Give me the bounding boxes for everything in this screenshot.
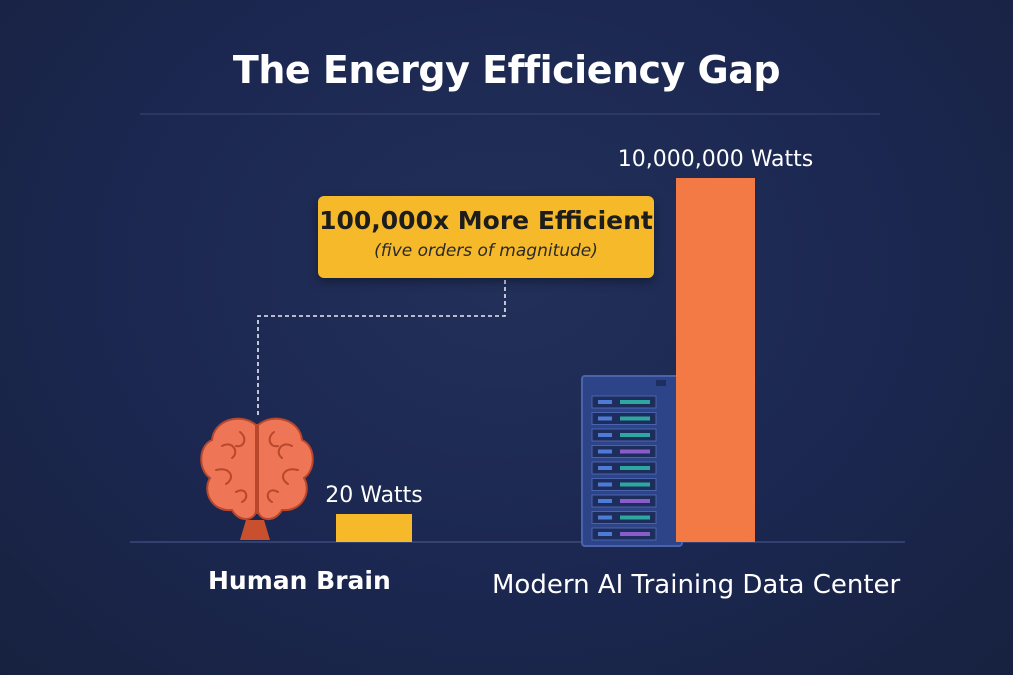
rack-indicator xyxy=(620,515,650,520)
bar-data-center xyxy=(676,178,755,542)
rack-led xyxy=(598,466,612,470)
rack-indicator xyxy=(620,416,650,421)
chart-title: The Energy Efficiency Gap xyxy=(232,48,781,92)
rack-indicator xyxy=(620,400,650,404)
rack-led xyxy=(598,400,612,404)
server-rack-icon xyxy=(581,375,683,547)
bar-value-label-data-center: 10,000,000 Watts xyxy=(618,147,814,172)
bar-value-label-human-brain: 20 Watts xyxy=(325,483,423,508)
rack-led xyxy=(598,532,612,536)
rack-indicator xyxy=(620,532,650,536)
rack-led xyxy=(598,499,612,503)
callout-subtext: (five orders of magnitude) xyxy=(374,241,598,261)
rack-led xyxy=(598,416,612,421)
category-label-data-center: Modern AI Training Data Center xyxy=(492,570,901,600)
callout-headline: 100,000x More Efficient xyxy=(319,206,653,235)
rack-indicator xyxy=(620,499,650,503)
category-label-human-brain: Human Brain xyxy=(208,566,391,595)
rack-led xyxy=(598,449,612,454)
rack-indicator xyxy=(620,449,650,454)
efficiency-callout: 100,000x More Efficient (five orders of … xyxy=(318,196,654,278)
brain-icon xyxy=(200,417,314,540)
rack-led xyxy=(598,433,612,437)
rack-indicator xyxy=(620,482,650,487)
rack-led xyxy=(598,482,612,487)
rack-indicator xyxy=(620,466,650,470)
rack-led xyxy=(598,515,612,520)
bar-human-brain xyxy=(336,514,412,542)
callout-connector xyxy=(257,280,506,418)
rack-indicator xyxy=(620,433,650,437)
